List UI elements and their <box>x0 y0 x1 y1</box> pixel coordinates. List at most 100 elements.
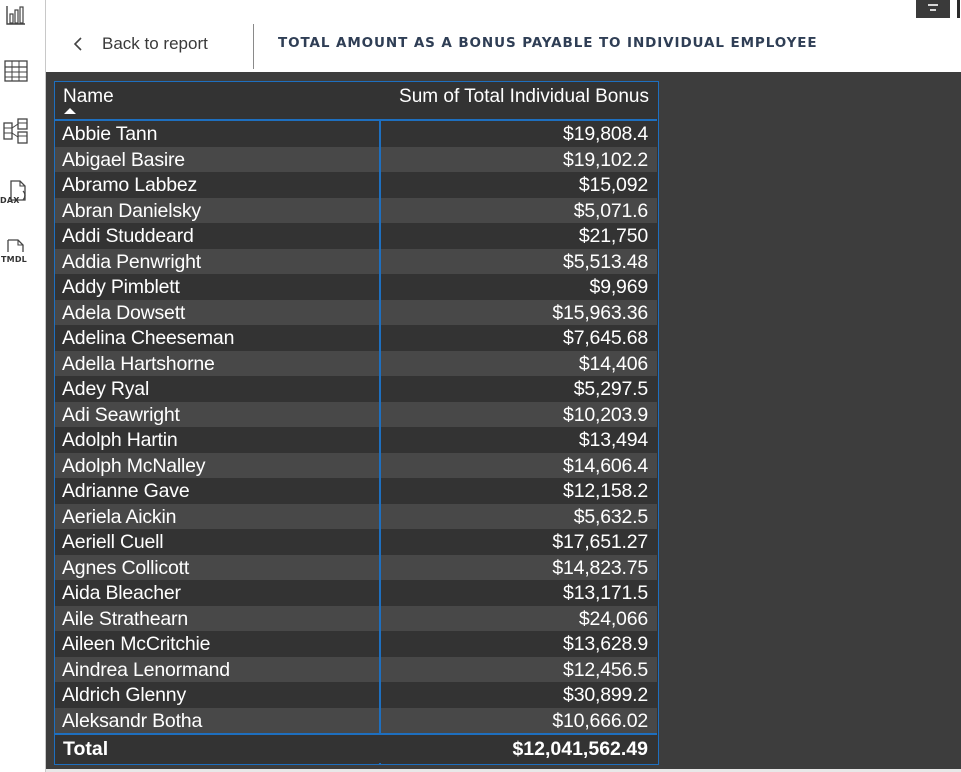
table-row[interactable]: Aileen McCritchie $13,628.9 <box>55 631 657 657</box>
cell-name: Adela Dowsett <box>62 301 186 324</box>
table-row[interactable]: Addi Studdeard $21,750 <box>55 223 657 249</box>
total-row: Total $12,041,562.49 <box>55 735 657 763</box>
back-to-report-label: Back to report <box>102 34 208 53</box>
table-row[interactable]: Aeriela Aickin $5,632.5 <box>55 503 657 529</box>
table-row[interactable]: Aile Strathearn $24,066 <box>55 605 657 631</box>
cell-bonus-value: $15,963.36 <box>552 301 648 324</box>
table-row[interactable]: Abbie Tann $19,808.4 <box>55 121 657 147</box>
back-to-report-button[interactable]: Back to report <box>70 30 208 58</box>
cell-bonus-value: $14,823.75 <box>552 556 648 579</box>
cell-bonus-value: $24,066 <box>578 607 648 630</box>
table-row[interactable]: Adrianne Gave $12,158.2 <box>55 478 657 504</box>
page-title: TOTAL AMOUNT AS A BONUS PAYABLE TO INDIV… <box>278 35 818 51</box>
page-header: Back to report TOTAL AMOUNT AS A BONUS P… <box>46 0 961 72</box>
dax-label: DAX <box>0 196 20 205</box>
cell-bonus-value: $10,203.9 <box>563 403 648 426</box>
cell-name: Adelina Cheeseman <box>62 327 235 349</box>
cell-name: Abran Danielsky <box>62 199 201 222</box>
cell-name: Adella Hartshorne <box>62 352 215 375</box>
cell-name: Adrianne Gave <box>62 480 190 502</box>
cell-bonus-value: $12,158.2 <box>563 480 648 502</box>
filter-line-icon <box>928 4 938 6</box>
chevron-left-icon <box>73 37 82 51</box>
cell-name: Addy Pimblett <box>62 276 180 298</box>
cell-bonus-value: $10,666.02 <box>552 709 648 732</box>
cell-name: Adi Seawright <box>62 403 180 426</box>
cell-name: Abramo Labbez <box>62 174 198 196</box>
cell-bonus-value: $12,456.5 <box>563 658 648 681</box>
table-row[interactable]: Abigael Basire $19,102.2 <box>55 146 657 172</box>
tmdl-label: TMDL <box>1 255 27 264</box>
table-row[interactable]: Addia Penwright $5,513.48 <box>55 248 657 274</box>
pane-edge <box>957 0 960 18</box>
cell-bonus-value: $30,899.2 <box>563 684 648 706</box>
cell-name: Adolph McNalley <box>62 454 206 477</box>
cell-name: Addia Penwright <box>62 250 202 273</box>
table-row[interactable]: Adelina Cheeseman $7,645.68 <box>55 325 657 351</box>
cell-bonus-value: $19,102.2 <box>563 148 648 171</box>
header-divider <box>253 24 254 69</box>
cell-name: Abbie Tann <box>62 123 158 145</box>
table-row[interactable]: Aindrea Lenormand $12,456.5 <box>55 656 657 682</box>
cell-name: Aeriela Aickin <box>62 505 177 528</box>
cell-name: Adolph Hartin <box>62 429 178 451</box>
column-header-bonus[interactable]: Sum of Total Individual Bonus <box>399 86 649 107</box>
table-row[interactable]: Adela Dowsett $15,963.36 <box>55 299 657 325</box>
cell-bonus-value: $14,606.4 <box>563 454 648 477</box>
table-row[interactable]: Abramo Labbez $15,092 <box>55 172 657 198</box>
model-view-icon[interactable] <box>2 118 30 144</box>
column-header-name[interactable]: Name <box>63 86 114 107</box>
total-label: Total <box>63 738 109 760</box>
table-view-icon[interactable] <box>2 58 30 84</box>
table-row[interactable]: Aldrich Glenny $30,899.2 <box>55 682 657 708</box>
cell-name: Aida Bleacher <box>62 582 181 604</box>
tmdl-view-icon[interactable] <box>2 236 30 262</box>
bottom-edge <box>46 769 961 772</box>
table-row[interactable]: Aeriell Cuell $17,651.27 <box>55 529 657 555</box>
report-canvas: Name Sum of Total Individual Bonus Abbie… <box>46 72 961 770</box>
column-divider <box>379 120 381 764</box>
sort-ascending-icon <box>64 108 76 114</box>
total-rule <box>55 733 657 735</box>
cell-bonus-value: $19,808.4 <box>563 123 648 145</box>
cell-name: Aleksandr Botha <box>62 709 203 732</box>
matrix-visual[interactable]: Name Sum of Total Individual Bonus Abbie… <box>54 81 659 765</box>
table-row[interactable]: Aida Bleacher $13,171.5 <box>55 580 657 606</box>
cell-bonus-value: $9,969 <box>589 276 649 298</box>
header-rule <box>55 119 657 121</box>
table-row[interactable]: Adey Ryal $5,297.5 <box>55 376 657 402</box>
table-row[interactable]: Abran Danielsky $5,071.6 <box>55 197 657 223</box>
cell-bonus-value: $13,494 <box>578 429 648 451</box>
cell-bonus-value: $21,750 <box>578 225 648 247</box>
table-row[interactable]: Aleksandr Botha $10,666.02 <box>55 707 657 733</box>
table-row[interactable]: Addy Pimblett $9,969 <box>55 274 657 300</box>
cell-bonus-value: $5,297.5 <box>573 378 649 400</box>
cell-bonus-value: $13,171.5 <box>563 582 648 604</box>
table-row[interactable]: Adolph McNalley $14,606.4 <box>55 452 657 478</box>
table-row[interactable]: Adella Hartshorne $14,406 <box>55 350 657 376</box>
cell-bonus-value: $5,513.48 <box>563 250 648 273</box>
cell-bonus-value: $5,071.6 <box>573 199 649 222</box>
cell-name: Aeriell Cuell <box>62 531 164 553</box>
cell-name: Agnes Collicott <box>62 556 190 579</box>
report-view-icon[interactable] <box>2 2 30 28</box>
cell-bonus-value: $15,092 <box>578 174 648 196</box>
cell-name: Aindrea Lenormand <box>62 658 230 681</box>
dax-query-icon[interactable] <box>2 178 30 204</box>
cell-name: Addi Studdeard <box>62 225 194 247</box>
cell-name: Aldrich Glenny <box>62 684 187 706</box>
view-rail: DAX TMDL <box>0 0 46 772</box>
filter-line-icon <box>930 9 936 11</box>
cell-bonus-value: $13,628.9 <box>563 633 648 655</box>
cell-name: Aile Strathearn <box>62 607 188 630</box>
cell-bonus-value: $7,645.68 <box>563 327 648 349</box>
cell-bonus-value: $17,651.27 <box>552 531 648 553</box>
table-row[interactable]: Adolph Hartin $13,494 <box>55 427 657 453</box>
table-row[interactable]: Adi Seawright $10,203.9 <box>55 401 657 427</box>
cell-bonus-value: $14,406 <box>578 352 648 375</box>
cell-bonus-value: $5,632.5 <box>573 505 649 528</box>
cell-name: Abigael Basire <box>62 148 185 171</box>
table-row[interactable]: Agnes Collicott $14,823.75 <box>55 554 657 580</box>
total-value: $12,041,562.49 <box>512 738 648 760</box>
filter-pane-button[interactable] <box>916 0 950 18</box>
